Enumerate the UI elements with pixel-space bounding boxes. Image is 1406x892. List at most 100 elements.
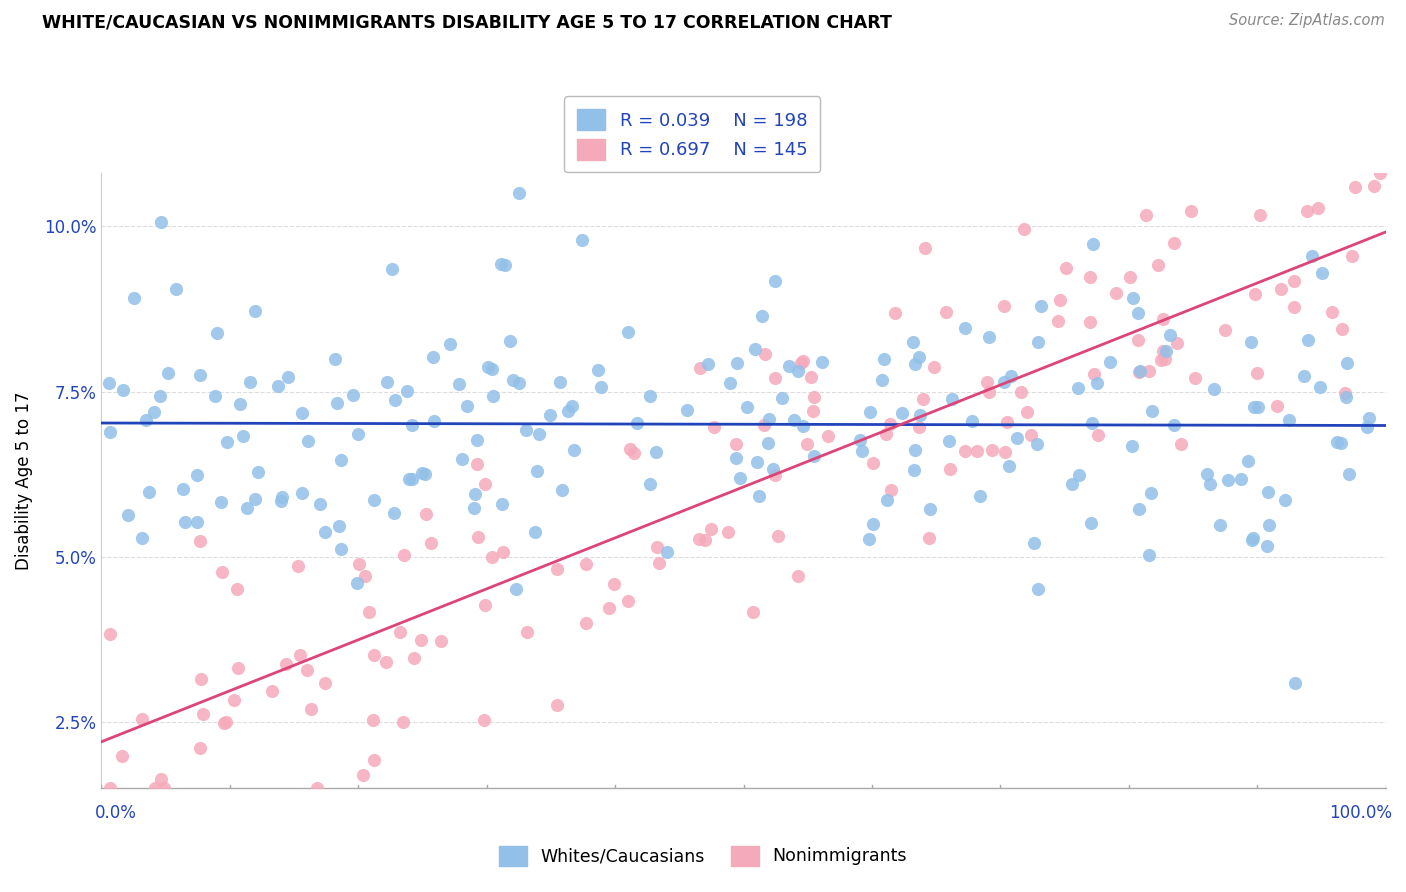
Point: [474, 598, 496, 612]
Point: [354, 568, 377, 582]
Point: [938, 434, 960, 448]
Point: [423, 414, 446, 428]
Point: [239, 376, 262, 390]
Point: [1184, 371, 1206, 385]
Point: [778, 359, 800, 374]
Point: [1028, 582, 1050, 596]
Point: [323, 352, 346, 367]
Point: [305, 781, 328, 796]
Point: [363, 493, 385, 508]
Point: [188, 741, 211, 756]
Point: [1284, 300, 1306, 314]
Point: [247, 465, 270, 479]
Point: [481, 389, 503, 403]
Point: [346, 576, 368, 591]
Point: [138, 485, 160, 500]
Point: [800, 369, 823, 384]
Point: [117, 508, 139, 522]
Point: [1330, 436, 1353, 450]
Point: [640, 477, 662, 491]
Point: [817, 429, 839, 443]
Point: [1078, 315, 1101, 329]
Point: [271, 491, 294, 505]
Point: [751, 309, 773, 323]
Point: [395, 384, 418, 399]
Point: [481, 361, 503, 376]
Point: [1301, 249, 1323, 263]
Point: [243, 492, 266, 507]
Point: [291, 406, 314, 420]
Point: [389, 624, 412, 639]
Point: [489, 257, 512, 271]
Point: [148, 389, 170, 403]
Point: [557, 404, 579, 418]
Point: [465, 457, 488, 471]
Point: [1080, 516, 1102, 530]
Legend: Whites/Caucasians, Nonimmigrants: Whites/Caucasians, Nonimmigrants: [492, 838, 914, 872]
Point: [464, 487, 486, 501]
Point: [801, 404, 824, 418]
Point: [875, 426, 897, 441]
Point: [1310, 266, 1333, 280]
Point: [1135, 208, 1157, 222]
Point: [976, 375, 998, 389]
Point: [724, 450, 747, 465]
Point: [1085, 376, 1108, 391]
Point: [98, 781, 121, 796]
Point: [977, 385, 1000, 400]
Point: [1152, 311, 1174, 326]
Point: [939, 461, 962, 475]
Point: [228, 661, 250, 675]
Point: [392, 548, 415, 562]
Point: [150, 772, 173, 786]
Point: [1284, 675, 1306, 690]
Point: [1326, 434, 1348, 449]
Point: [1216, 473, 1239, 487]
Point: [676, 403, 699, 417]
Point: [787, 363, 810, 377]
Point: [1122, 291, 1144, 305]
Point: [232, 428, 254, 442]
Point: [363, 753, 385, 767]
Point: [903, 335, 925, 350]
Point: [508, 186, 530, 201]
Point: [783, 413, 806, 427]
Point: [626, 417, 648, 431]
Point: [908, 420, 931, 434]
Point: [1078, 270, 1101, 285]
Point: [1128, 365, 1150, 379]
Point: [190, 672, 212, 686]
Point: [502, 373, 524, 387]
Point: [1139, 364, 1161, 378]
Point: [1012, 222, 1035, 236]
Point: [1339, 467, 1361, 482]
Point: [481, 549, 503, 564]
Point: [696, 357, 718, 371]
Point: [1067, 381, 1090, 395]
Point: [156, 366, 179, 380]
Point: [172, 482, 194, 496]
Point: [1153, 351, 1175, 366]
Point: [1241, 531, 1264, 545]
Point: [1229, 472, 1251, 486]
Point: [879, 417, 901, 431]
Point: [357, 605, 380, 619]
Point: [890, 405, 912, 419]
Point: [229, 397, 252, 411]
Point: [1330, 322, 1353, 336]
Point: [472, 713, 495, 727]
Point: [1368, 166, 1391, 180]
Point: [1049, 293, 1071, 307]
Point: [993, 299, 1015, 313]
Point: [904, 357, 927, 371]
Point: [1163, 236, 1185, 251]
Point: [415, 507, 437, 521]
Point: [981, 443, 1004, 458]
Point: [526, 464, 548, 478]
Point: [1202, 382, 1225, 396]
Point: [1239, 335, 1261, 350]
Point: [725, 356, 748, 370]
Point: [381, 262, 404, 277]
Point: [1087, 428, 1109, 442]
Point: [876, 493, 898, 508]
